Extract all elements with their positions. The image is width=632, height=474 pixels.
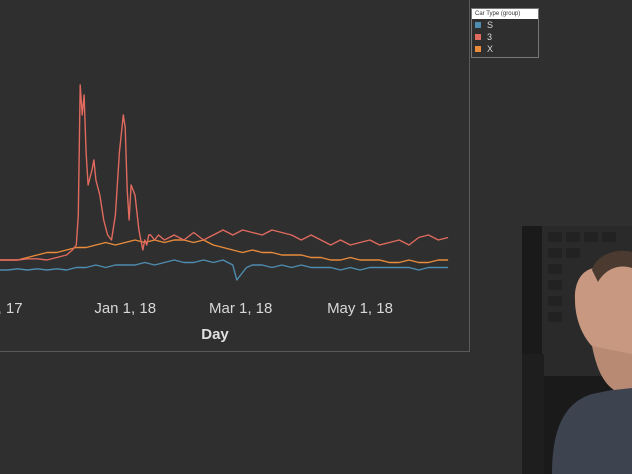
webcam-video-overlay (522, 226, 632, 474)
legend-item-s[interactable]: S (472, 19, 538, 31)
x-tick-label: May 1, 18 (327, 300, 393, 317)
legend-swatch-3 (475, 34, 481, 40)
x-tick-label: Mar 1, 18 (209, 300, 272, 317)
legend-label-x: X (487, 44, 494, 54)
series-line-x[interactable] (0, 239, 449, 264)
webcam-person-image (522, 226, 632, 474)
x-tick-label: 1, 17 (0, 300, 23, 317)
legend: Car Type (group) S 3 X (471, 8, 539, 58)
series-line-3[interactable] (0, 84, 449, 261)
series-line-s[interactable] (0, 259, 449, 281)
x-axis-ticks: 1, 17 Jan 1, 18 Mar 1, 18 May 1, 18 (0, 300, 393, 317)
line-chart: 1, 17 Jan 1, 18 Mar 1, 18 May 1, 18 Day (0, 84, 449, 343)
legend-item-3[interactable]: 3 (472, 31, 538, 43)
legend-title: Car Type (group) (472, 9, 538, 19)
legend-label-s: S (487, 20, 494, 30)
x-tick-label: Jan 1, 18 (94, 300, 156, 317)
chart-area: 1, 17 Jan 1, 18 Mar 1, 18 May 1, 18 Day (0, 0, 470, 352)
legend-item-x[interactable]: X (472, 43, 538, 55)
legend-label-3: 3 (487, 32, 493, 42)
legend-swatch-s (475, 22, 481, 28)
legend-swatch-x (475, 46, 481, 52)
plot-lines (0, 84, 449, 281)
x-axis-title: Day (201, 326, 229, 343)
